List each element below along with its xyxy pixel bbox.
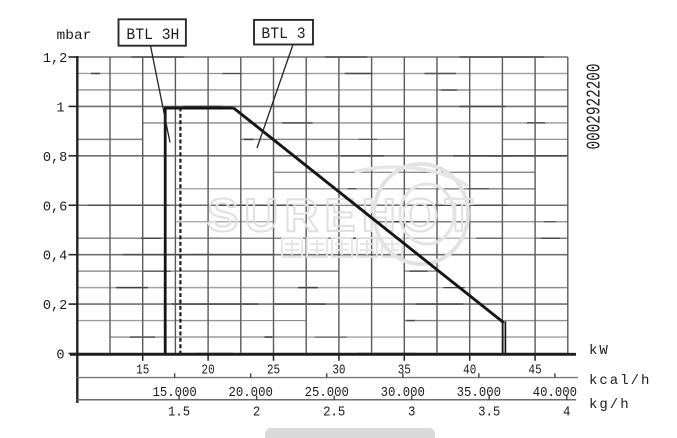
- svg-text:40.000: 40.000: [533, 385, 577, 401]
- svg-text:kW: kW: [589, 343, 610, 359]
- svg-text:25.000: 25.000: [305, 385, 349, 401]
- svg-text:1: 1: [56, 101, 64, 116]
- svg-text:0,4: 0,4: [43, 250, 67, 265]
- svg-text:15.000: 15.000: [152, 385, 196, 401]
- svg-text:1.5: 1.5: [168, 404, 190, 420]
- svg-text:3: 3: [408, 404, 415, 420]
- svg-text:kg/h: kg/h: [589, 397, 631, 413]
- svg-text:mbar: mbar: [57, 28, 92, 44]
- svg-text:15: 15: [136, 362, 149, 378]
- svg-text:2.5: 2.5: [323, 404, 345, 420]
- svg-text:0,2: 0,2: [43, 299, 67, 314]
- svg-text:25: 25: [267, 362, 280, 378]
- svg-text:SUREHOT: SUREHOT: [207, 189, 479, 240]
- svg-text:kcal/h: kcal/h: [589, 373, 651, 389]
- svg-text:0002922200: 0002922200: [585, 63, 606, 149]
- svg-text:0: 0: [56, 348, 64, 363]
- svg-text:4: 4: [563, 404, 570, 420]
- svg-text:3.5: 3.5: [478, 404, 500, 420]
- svg-text:40: 40: [463, 362, 476, 378]
- svg-text:1,2: 1,2: [43, 52, 67, 67]
- svg-text:45: 45: [529, 362, 542, 378]
- svg-text:BTL 3H: BTL 3H: [126, 25, 179, 44]
- svg-text:2: 2: [253, 404, 260, 420]
- svg-text:20.000: 20.000: [229, 385, 273, 401]
- svg-text:0,8: 0,8: [43, 151, 67, 166]
- svg-text:20: 20: [202, 362, 215, 378]
- svg-text:35: 35: [398, 362, 411, 378]
- svg-text:BTL 3: BTL 3: [261, 24, 305, 43]
- svg-text:30: 30: [332, 362, 345, 378]
- svg-text:0,6: 0,6: [43, 200, 67, 215]
- svg-text:30.000: 30.000: [381, 385, 425, 401]
- svg-text:35.000: 35.000: [457, 385, 501, 401]
